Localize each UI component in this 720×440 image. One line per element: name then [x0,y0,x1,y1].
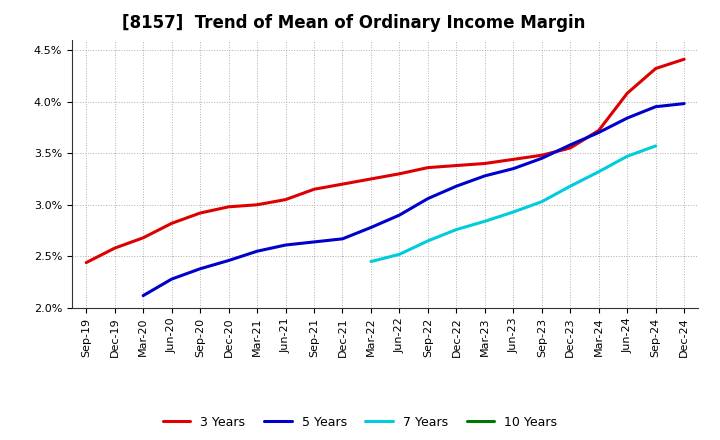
3 Years [338,181,347,187]
5 Years [423,196,432,201]
3 Years [139,235,148,240]
3 Years [480,161,489,166]
5 Years [282,242,290,248]
3 Years [452,163,461,168]
Line: 7 Years: 7 Years [371,146,656,261]
Legend: 3 Years, 5 Years, 7 Years, 10 Years: 3 Years, 5 Years, 7 Years, 10 Years [158,411,562,434]
5 Years [537,156,546,161]
3 Years [652,66,660,71]
7 Years [623,154,631,159]
5 Years [167,276,176,282]
7 Years [566,183,575,189]
5 Years [253,249,261,254]
Line: 5 Years: 5 Years [143,103,684,296]
5 Years [310,239,318,245]
3 Years [509,157,518,162]
3 Years [537,153,546,158]
7 Years [595,169,603,174]
3 Years [566,145,575,150]
3 Years [395,171,404,176]
7 Years [652,143,660,149]
3 Years [110,246,119,251]
7 Years [395,252,404,257]
7 Years [509,209,518,215]
7 Years [423,238,432,244]
3 Years [282,197,290,202]
3 Years [310,187,318,192]
5 Years [566,142,575,147]
3 Years [366,176,375,182]
3 Years [595,128,603,133]
5 Years [452,183,461,189]
5 Years [595,130,603,135]
5 Years [366,225,375,230]
5 Years [338,236,347,242]
3 Years [196,210,204,216]
5 Years [680,101,688,106]
5 Years [225,258,233,263]
5 Years [652,104,660,109]
7 Years [452,227,461,232]
3 Years [225,204,233,209]
7 Years [480,219,489,224]
Text: [8157]  Trend of Mean of Ordinary Income Margin: [8157] Trend of Mean of Ordinary Income … [122,15,585,33]
3 Years [423,165,432,170]
5 Years [623,115,631,121]
7 Years [366,259,375,264]
3 Years [167,221,176,226]
Line: 3 Years: 3 Years [86,59,684,263]
7 Years [537,199,546,204]
3 Years [253,202,261,207]
3 Years [680,57,688,62]
5 Years [395,213,404,218]
5 Years [139,293,148,298]
5 Years [509,166,518,171]
3 Years [623,91,631,96]
3 Years [82,260,91,265]
5 Years [480,173,489,179]
5 Years [196,266,204,271]
